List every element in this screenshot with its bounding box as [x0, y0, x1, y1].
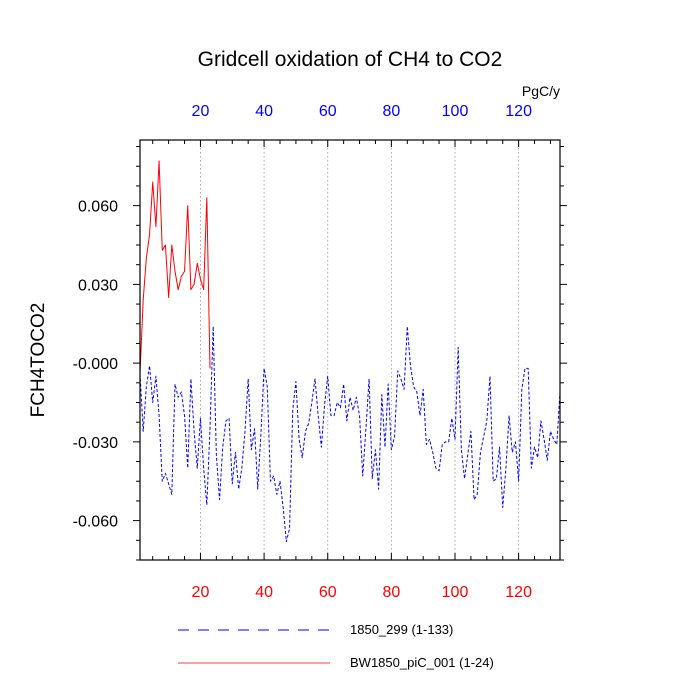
plot-frame — [139, 139, 561, 561]
units-label: PgC/y — [522, 83, 560, 99]
grid-lines — [200, 140, 520, 560]
x-tick-label-bottom: 100 — [442, 584, 469, 601]
series-group — [139, 160, 561, 543]
y-tick-label: -0.060 — [73, 514, 118, 531]
legend: 1850_299 (1-133) BW1850_piC_001 (1-24) — [178, 622, 494, 670]
axis-ticks — [133, 140, 567, 561]
x-tick-label-top: 80 — [382, 103, 400, 120]
y-axis-label: FCH4TOCO2 — [28, 303, 49, 418]
x-tick-label-top: 100 — [442, 103, 469, 120]
legend-label-bw1850-pic-001: BW1850_piC_001 (1-24) — [350, 655, 494, 670]
legend-label-1850-299: 1850_299 (1-133) — [350, 622, 453, 637]
series-line-1 — [139, 160, 211, 374]
x-tick-label-top: 40 — [255, 103, 273, 120]
chart-title: Gridcell oxidation of CH4 to CO2 — [198, 48, 503, 71]
y-tick-label: 0.030 — [78, 277, 118, 294]
x-tick-label-top: 60 — [319, 103, 337, 120]
y-tick-label: -0.000 — [73, 356, 118, 373]
x-tick-label-top: 120 — [505, 103, 532, 120]
x-tick-label-top: 20 — [192, 103, 210, 120]
x-tick-label-bottom: 80 — [382, 584, 400, 601]
x-tick-label-bottom: 120 — [505, 584, 532, 601]
x-tick-label-bottom: 60 — [319, 584, 337, 601]
y-tick-label: -0.030 — [73, 435, 118, 452]
series-line-0 — [139, 325, 561, 543]
tick-labels: 0.060 0.030 -0.000 -0.030 -0.060 20 40 60 80 100 1… — [73, 103, 532, 601]
x-tick-label-bottom: 20 — [192, 584, 210, 601]
y-tick-label: 0.060 — [78, 199, 118, 216]
x-tick-label-bottom: 40 — [255, 584, 273, 601]
